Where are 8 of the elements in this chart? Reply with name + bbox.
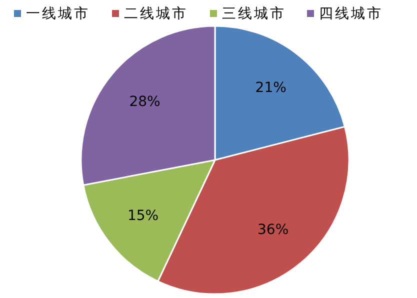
data-label: 15% bbox=[127, 208, 159, 224]
legend-label: 二线城市 bbox=[124, 6, 188, 22]
data-label: 28% bbox=[129, 94, 160, 110]
legend-label: 四线城市 bbox=[319, 6, 383, 22]
legend-label: 一线城市 bbox=[26, 6, 90, 22]
legend-label: 三线城市 bbox=[222, 6, 286, 22]
data-label: 21% bbox=[255, 80, 286, 96]
data-label: 36% bbox=[258, 222, 289, 238]
